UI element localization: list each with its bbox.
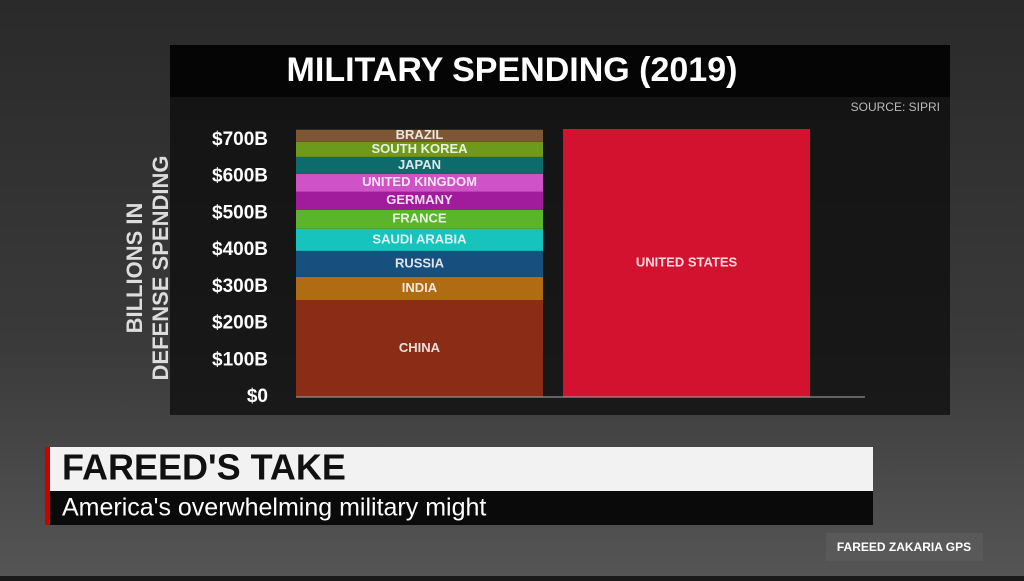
chart-panel (170, 97, 950, 415)
bar-segment (296, 129, 543, 142)
y-label-line: BILLIONS IN (122, 203, 147, 334)
headline: FAREED'S TAKE (62, 447, 346, 488)
bar-segment (296, 250, 543, 277)
bar-segment (563, 128, 810, 397)
y-tick-label: $700B (212, 129, 268, 150)
plot: $0 $100B $200B $300B $400B $500B $600B $700B CHI… (212, 127, 865, 407)
accent (45, 447, 50, 525)
y-tick-label: $600B (212, 166, 268, 187)
bar-segment (296, 300, 543, 397)
y-tick-label: $400B (212, 239, 268, 260)
y-tick-label: $300B (212, 276, 268, 297)
y-tick-label: $200B (212, 313, 268, 334)
segment-label: FRANCE (392, 211, 446, 226)
y-tick-label: $500B (212, 202, 268, 223)
bar-segment (296, 209, 543, 229)
network-tag-box (826, 533, 983, 561)
segment-label: CHINA (399, 340, 441, 355)
chart-title: MILITARY SPENDING (2019) (287, 51, 738, 89)
segment-label: RUSSIA (395, 255, 445, 270)
source: SOURCE: SIPRI (851, 100, 940, 114)
segment-label: UNITED KINGDOM (362, 174, 477, 189)
bar-segment (296, 228, 543, 251)
subline-bar (45, 491, 873, 525)
bar-segment (296, 156, 543, 174)
y-tick-label: $0 (247, 386, 268, 407)
subline: America's overwhelming military might (62, 494, 486, 522)
bar-segment (296, 276, 543, 301)
segment-label: UNITED STATES (636, 254, 738, 269)
y-axis-title: BILLIONS IN DEFENSE SPENDING (122, 156, 173, 381)
segment-label: JAPAN (398, 157, 441, 172)
bar-segment (296, 141, 543, 157)
y-tick-label: $100B (212, 349, 268, 370)
segment-label: GERMANY (386, 192, 453, 207)
segment-label: SAUDI ARABIA (372, 231, 467, 246)
segment-label: INDIA (402, 280, 438, 295)
bar-segment (296, 191, 543, 210)
headline-bar (45, 447, 873, 491)
segment-label: BRAZIL (396, 127, 444, 142)
y-label-line: DEFENSE SPENDING (148, 156, 173, 381)
segment-label: SOUTH KOREA (371, 141, 468, 156)
bar-segment (296, 173, 543, 192)
network-tag: FAREED ZAKARIA GPS (837, 540, 971, 554)
title-band (170, 45, 950, 97)
